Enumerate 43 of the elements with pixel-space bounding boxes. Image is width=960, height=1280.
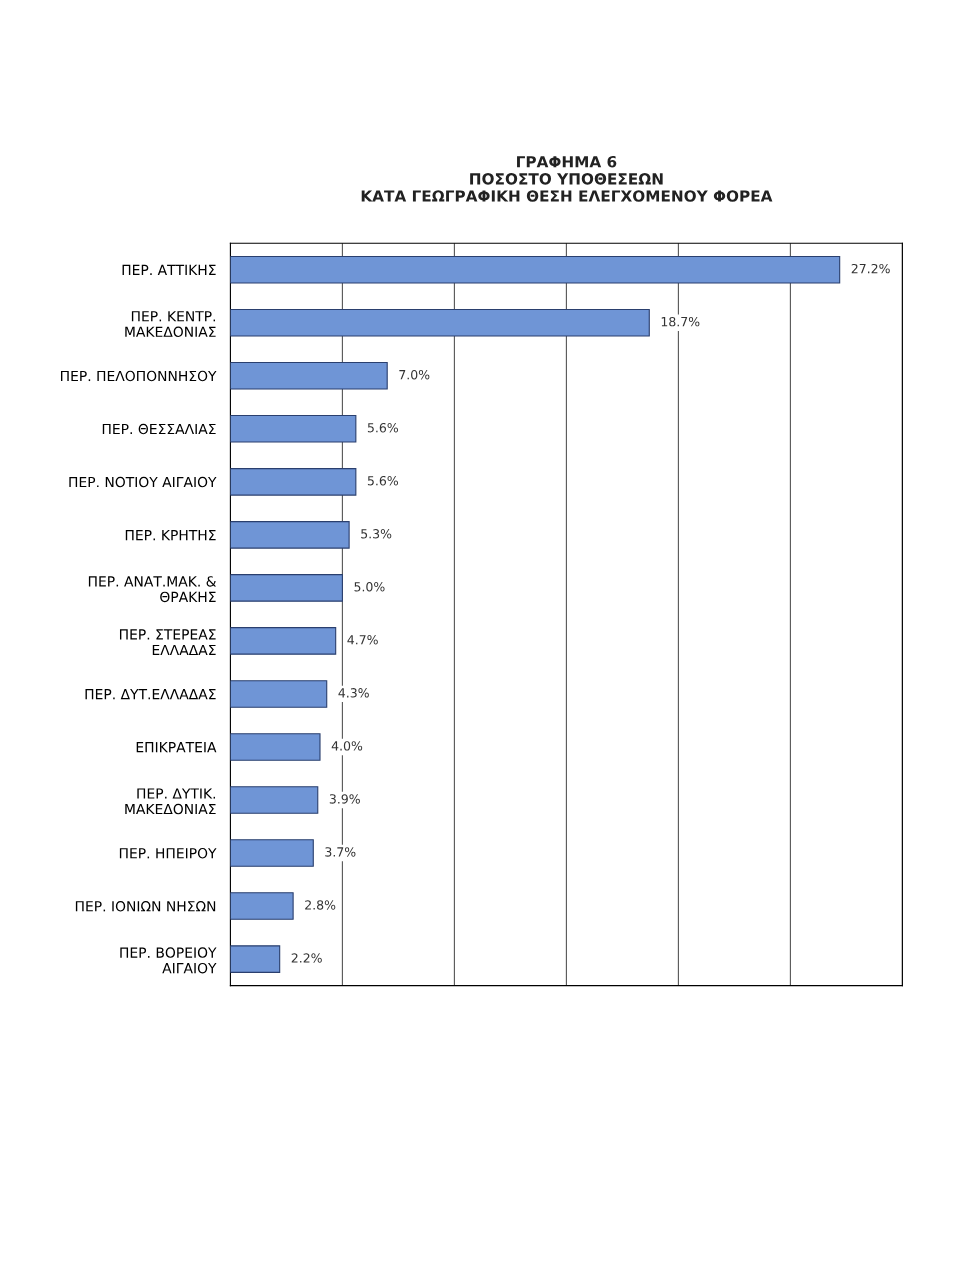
bar xyxy=(230,308,650,337)
data-label: 5.3% xyxy=(361,529,392,539)
bar xyxy=(230,521,350,549)
y-tick-label: ΠΕΡ. ΠΕΛΟΠΟΝΝΗΣΟΥ xyxy=(61,370,217,382)
data-label: 27.2% xyxy=(851,263,890,274)
bar xyxy=(230,680,328,708)
y-tick-label: ΠΕΡ. ΘΕΣΣΑΛΙΑΣ xyxy=(102,423,216,435)
y-tick-label: ΠΕΡ. ΚΕΝΤΡ. ΜΑΚΕΔΟΝΙΑΣ xyxy=(125,311,216,338)
data-label: 7.0% xyxy=(399,369,430,380)
y-tick-label: ΠΕΡ. ΚΡΗΤΗΣ xyxy=(125,530,216,541)
bar xyxy=(230,892,294,920)
y-tick-label: ΠΕΡ. ΝΟΤΙΟΥ ΑΙΓΑΙΟΥ xyxy=(69,476,217,488)
data-label: 18.7% xyxy=(661,316,700,327)
y-tick-label: ΠΕΡ. ΑΤΤΙΚΗΣ xyxy=(122,264,216,275)
bar xyxy=(230,945,281,973)
bar xyxy=(230,414,357,443)
data-label: 5.6% xyxy=(367,476,399,486)
bar xyxy=(230,255,841,284)
bar xyxy=(230,733,321,761)
y-tick-label: ΠΕΡ. ΗΠΕΙΡΟΥ xyxy=(119,848,217,859)
data-label: 3.9% xyxy=(329,794,360,804)
y-tick-label: ΠΕΡ. ΑΝΑΤ.ΜΑΚ. & ΘΡΑΚΗΣ xyxy=(88,576,217,603)
bar xyxy=(230,574,343,602)
y-tick-label: ΕΠΙΚΡΑΤΕΙΑ xyxy=(136,742,217,753)
data-label: 4.0% xyxy=(331,741,363,751)
bar xyxy=(230,361,388,390)
y-tick-label: ΠΕΡ. ΔΥΤ.ΕΛΛΑΔΑΣ xyxy=(85,689,216,700)
data-label: 5.0% xyxy=(354,582,385,592)
chart-title: ΓΡΑΦΗΜΑ 6 ΠΟΣΟΣΤΟ ΥΠΟΘΕΣΕΩΝ ΚΑΤΑ ΓΕΩΓΡΑΦΙΚΗ ΘΕΣΗ ΕΛΕΓΧΟΜΕΝΟΥ ΦΟΡΕΑ xyxy=(361,155,773,202)
bar xyxy=(230,839,314,867)
y-tick-label: ΠΕΡ. ΔΥΤΙΚ. ΜΑΚΕΔΟΝΙΑΣ xyxy=(125,788,216,815)
data-label: 2.8% xyxy=(305,900,336,910)
data-label: 4.3% xyxy=(338,688,369,698)
y-tick-label: ΠΕΡ. ΒΟΡΕΙΟΥ ΑΙΓΑΙΟΥ xyxy=(120,947,217,974)
y-tick-label: ΠΕΡ. ΣΤΕΡΕΑΣ ΕΛΛΑΔΑΣ xyxy=(119,629,216,656)
data-label: 2.2% xyxy=(291,953,322,963)
data-label: 4.7% xyxy=(347,635,378,645)
y-tick-label: ΠΕΡ. ΙΟΝΙΩΝ ΝΗΣΩΝ xyxy=(75,901,216,912)
bar xyxy=(230,468,357,496)
bar xyxy=(230,627,337,655)
data-label: 3.7% xyxy=(325,847,356,857)
bar xyxy=(230,786,319,814)
data-label: 5.6% xyxy=(367,422,399,433)
